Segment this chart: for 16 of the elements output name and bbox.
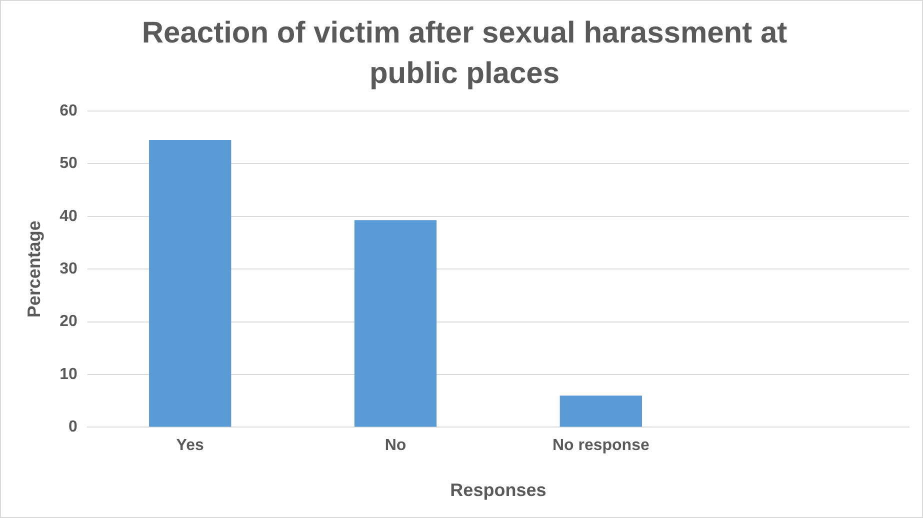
x-tick-label: Yes xyxy=(176,437,204,454)
y-tick-label: 30 xyxy=(60,260,78,278)
chart-title: Reaction of victim after sexual harassment at public places xyxy=(142,16,788,90)
bar xyxy=(560,396,642,427)
x-tick-label: No xyxy=(384,437,406,454)
bar xyxy=(354,220,437,427)
y-tick-label: 50 xyxy=(60,155,78,172)
y-axis-title: Percentage xyxy=(24,220,44,318)
x-axis-title: Responses xyxy=(450,480,546,500)
y-tick-label: 10 xyxy=(60,366,78,383)
x-tick-label: No response xyxy=(552,437,650,454)
y-tick-label: 60 xyxy=(60,102,78,120)
y-tick-label: 40 xyxy=(60,208,78,225)
y-tick-label: 0 xyxy=(68,418,78,436)
bar xyxy=(149,140,232,427)
y-tick-label: 20 xyxy=(60,313,78,330)
